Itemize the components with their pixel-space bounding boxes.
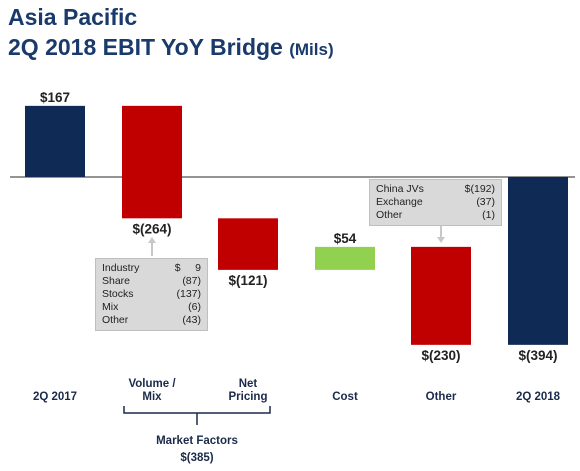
bar-value-label-3: $54 [334,231,357,246]
callout-row: China JVs $(192) [376,183,495,196]
callout-row-label: Other [376,209,403,221]
bar-2 [218,218,278,270]
bar-4 [411,246,471,345]
bar-0 [25,105,85,177]
bar-value-label-0: $167 [40,90,70,105]
callout-row-value: (37) [476,196,495,208]
callout-row-value: (87) [182,275,201,287]
chart-subtitle: 2Q 2018 EBIT YoY Bridge (Mils) [8,34,334,61]
subtitle-unit: (Mils) [289,40,334,59]
bar-value-label-5: $(394) [518,348,557,363]
category-label-2-0: Net [239,378,258,390]
bar-1 [122,105,182,219]
callout-row-value: (6) [188,301,201,313]
callout-row-value: (137) [176,288,201,300]
callout-row-label: Exchange [376,196,423,208]
category-label-4-0: Other [426,391,457,403]
category-label-5-0: 2Q 2018 [516,391,561,403]
bar-5 [508,177,568,345]
bar-3 [315,246,375,270]
bar-value-label-4: $(230) [421,348,460,363]
callout-row-value: (1) [482,209,495,221]
callout-row: Industry $ 9 [102,262,201,275]
callout-row-label: China JVs [376,183,424,195]
group-bracket [123,406,271,414]
callout-row: Mix (6) [102,301,201,314]
callout-row-value: $ 9 [174,262,201,274]
callout-row-value: $(192) [464,183,495,195]
category-label-1-1: Mix [142,391,162,403]
callout-row-label: Other [102,314,129,326]
callout-row: Exchange (37) [376,196,495,209]
group-name-label: Market Factors [156,435,238,447]
callout-row: Share (87) [102,275,201,288]
category-label-0-0: 2Q 2017 [33,391,77,403]
callout-row-value: (43) [182,314,201,326]
group-value-label: $(385) [180,452,213,464]
bar-value-label-2: $(121) [228,273,267,288]
category-label-3-0: Cost [332,391,358,403]
callout-row: Other (43) [102,314,201,327]
callout-row-label: Industry [102,262,140,274]
subtitle-main: 2Q 2018 EBIT YoY Bridge [8,34,283,60]
callout-row-label: Stocks [102,288,134,300]
callout-row: Other (1) [376,209,495,222]
callout-arrowhead-volume-mix [148,237,156,243]
category-label-1-0: Volume / [128,378,176,390]
callout-row: Stocks (137) [102,288,201,301]
bar-value-label-1: $(264) [132,221,171,236]
callout-arrowhead-other [437,237,445,243]
category-label-2-1: Pricing [229,391,268,403]
callout-volume-mix: Industry $ 9 Share (87) Stocks (137) Mix (6) Oth… [95,258,208,331]
callout-row-label: Share [102,275,131,287]
chart-title: Asia Pacific [8,4,138,30]
callout-other: China JVs $(192) Exchange (37) Other (1) [369,179,502,226]
callout-row-label: Mix [102,301,119,313]
